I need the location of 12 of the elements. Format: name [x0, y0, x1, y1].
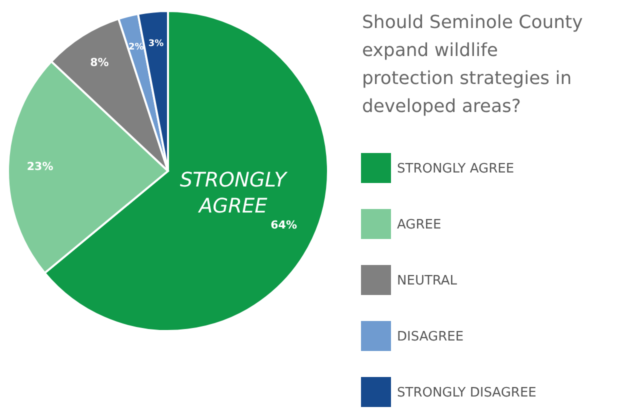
legend-label: AGREE: [397, 218, 442, 233]
legend-label: STRONGLY AGREE: [397, 162, 514, 177]
data-label: 8%: [90, 56, 109, 69]
data-label: 3%: [148, 39, 164, 50]
legend-label: DISAGREE: [397, 330, 464, 345]
data-label: 2%: [128, 42, 144, 52]
data-label: 23%: [26, 160, 54, 173]
text: Should Seminole County expand wildlife protection strategies in developed areas?: [362, 12, 584, 117]
legend-label: STRONGLY DISAGREE: [397, 386, 536, 401]
legend-label: NEUTRAL: [397, 274, 458, 289]
text: STRONGLY AGREE: [180, 168, 288, 218]
data-label: 64%: [270, 218, 297, 232]
